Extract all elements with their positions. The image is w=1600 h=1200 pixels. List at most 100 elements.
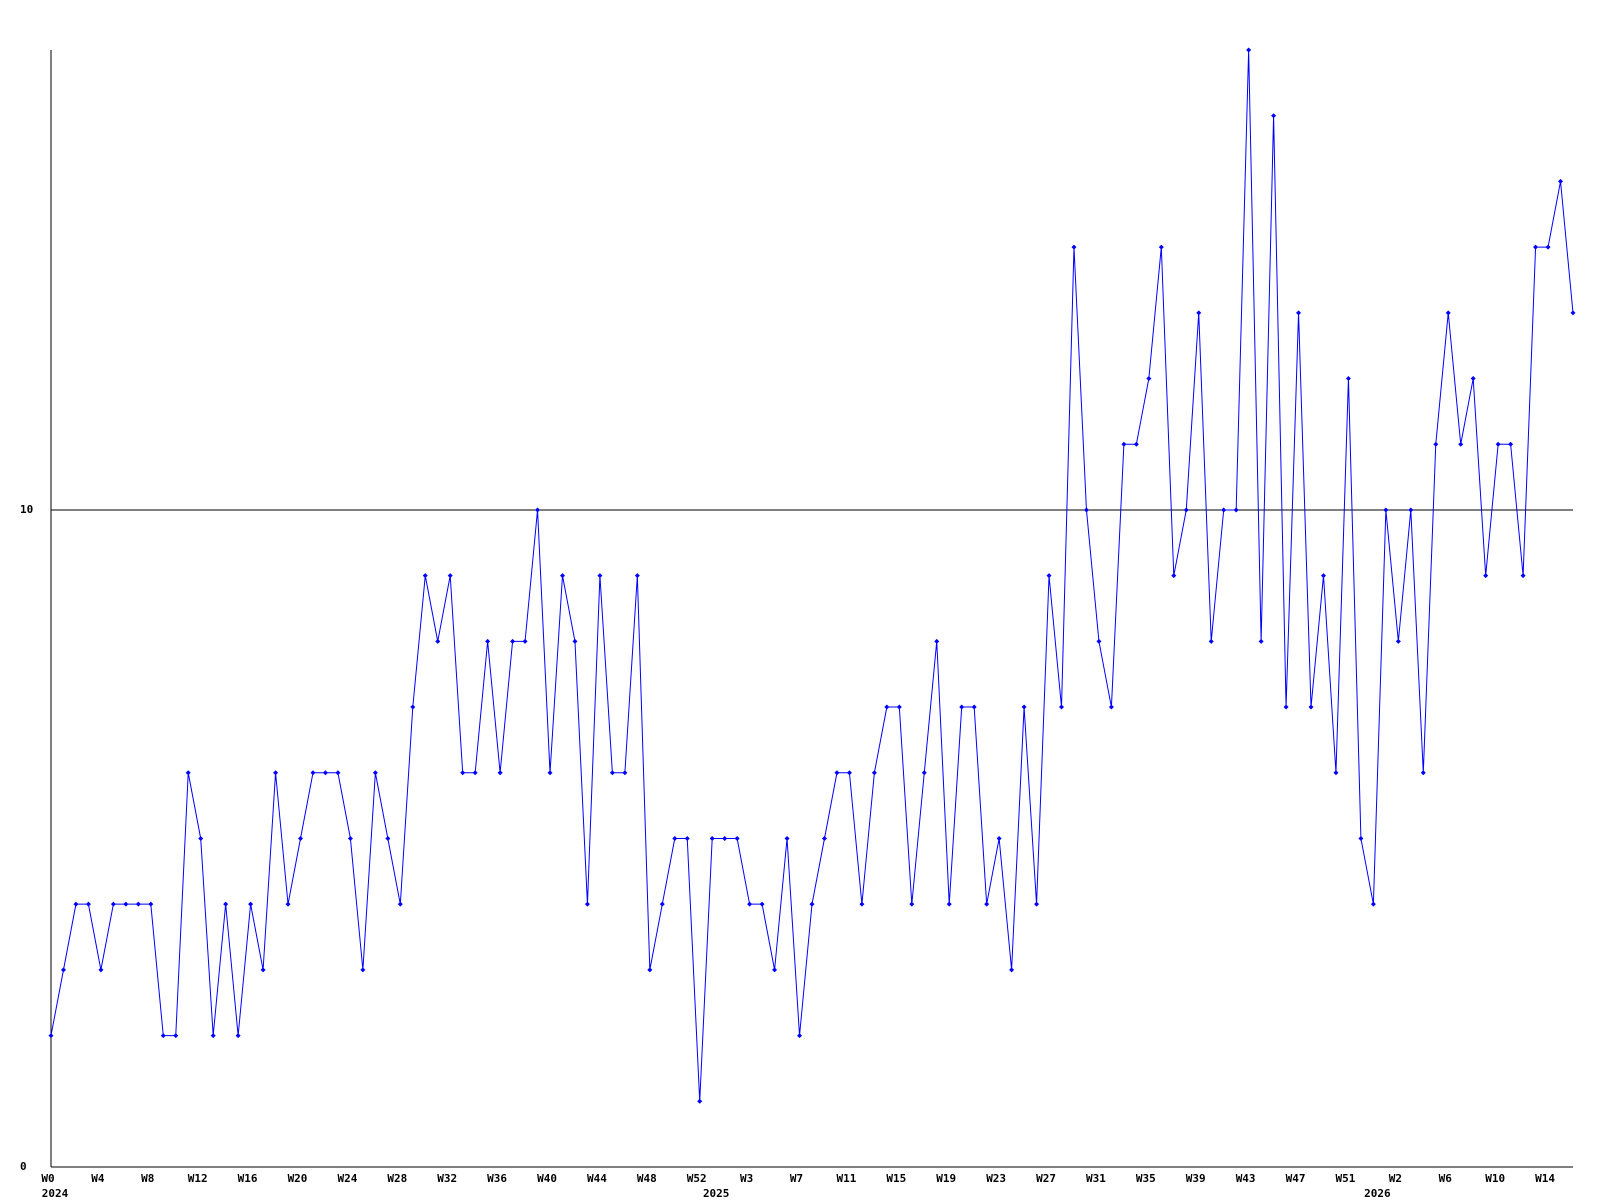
- x-tick-label: W12: [188, 1172, 208, 1185]
- x-tick-label: W2: [1389, 1172, 1402, 1185]
- point-marker: [647, 967, 653, 973]
- point-marker: [1433, 441, 1439, 447]
- point-marker: [285, 901, 291, 907]
- point-marker: [1345, 376, 1351, 382]
- point-marker: [198, 835, 204, 841]
- point-marker: [1021, 704, 1027, 710]
- point-marker: [859, 901, 865, 907]
- point-marker: [110, 901, 116, 907]
- point-marker: [173, 1033, 179, 1039]
- point-marker: [1071, 244, 1077, 250]
- point-marker: [148, 901, 154, 907]
- point-marker: [1009, 967, 1015, 973]
- point-marker: [659, 901, 665, 907]
- x-tick-label: W44: [587, 1172, 607, 1185]
- x-tick-label: W14: [1535, 1172, 1555, 1185]
- point-marker: [1221, 507, 1227, 513]
- point-marker: [1495, 441, 1501, 447]
- point-marker: [422, 573, 428, 579]
- x-tick-label: W32: [437, 1172, 457, 1185]
- point-marker: [784, 835, 790, 841]
- point-marker: [1146, 376, 1152, 382]
- point-marker: [1258, 638, 1264, 644]
- point-marker: [123, 901, 129, 907]
- point-marker: [1420, 770, 1426, 776]
- point-marker: [559, 573, 565, 579]
- x-tick-label: W20: [288, 1172, 308, 1185]
- point-marker: [1283, 704, 1289, 710]
- x-tick-label: W40: [537, 1172, 557, 1185]
- x-tick-label: W27: [1036, 1172, 1056, 1185]
- point-marker: [572, 638, 578, 644]
- point-marker: [1545, 244, 1551, 250]
- point-marker: [759, 901, 765, 907]
- point-marker: [410, 704, 416, 710]
- point-marker: [871, 770, 877, 776]
- point-marker: [1034, 901, 1040, 907]
- point-marker: [1458, 441, 1464, 447]
- y-tick-label: 10: [20, 503, 33, 516]
- point-marker: [1570, 310, 1576, 316]
- point-marker: [1558, 178, 1564, 184]
- x-tick-label: W15: [886, 1172, 906, 1185]
- point-marker: [1233, 507, 1239, 513]
- x-tick-label: W19: [936, 1172, 956, 1185]
- point-marker: [622, 770, 628, 776]
- x-tick-label: W23: [986, 1172, 1006, 1185]
- point-marker: [210, 1033, 216, 1039]
- point-marker: [1196, 310, 1202, 316]
- x-tick-label: W4: [91, 1172, 105, 1185]
- point-marker: [946, 901, 952, 907]
- point-marker: [472, 770, 478, 776]
- x-tick-label: W51: [1336, 1172, 1356, 1185]
- point-marker: [485, 638, 491, 644]
- point-marker: [1171, 573, 1177, 579]
- point-marker: [1059, 704, 1065, 710]
- point-marker: [397, 901, 403, 907]
- point-marker: [73, 901, 79, 907]
- point-marker: [921, 770, 927, 776]
- series-line: [50, 49, 1574, 1102]
- point-marker: [834, 770, 840, 776]
- x-tick-label: W6: [1439, 1172, 1453, 1185]
- point-marker: [1108, 704, 1114, 710]
- point-marker: [584, 901, 590, 907]
- point-marker: [672, 835, 678, 841]
- x-tick-label: W8: [141, 1172, 154, 1185]
- point-marker: [971, 704, 977, 710]
- point-marker: [722, 835, 728, 841]
- x-tick-label: W24: [337, 1172, 357, 1185]
- point-marker: [260, 967, 266, 973]
- point-marker: [1158, 244, 1164, 250]
- point-marker: [697, 1098, 703, 1104]
- point-marker: [821, 835, 827, 841]
- x-tick-label: W35: [1136, 1172, 1156, 1185]
- x-tick-label: W47: [1286, 1172, 1306, 1185]
- x-tick-label: W36: [487, 1172, 507, 1185]
- point-marker: [435, 638, 441, 644]
- point-marker: [1370, 901, 1376, 907]
- point-marker: [347, 835, 353, 841]
- x-year-label: 2026: [1364, 1187, 1391, 1200]
- x-tick-label: W31: [1086, 1172, 1106, 1185]
- point-marker: [1208, 638, 1214, 644]
- point-marker: [48, 1033, 54, 1039]
- x-tick-label: W10: [1485, 1172, 1505, 1185]
- point-marker: [1383, 507, 1389, 513]
- point-marker: [797, 1033, 803, 1039]
- point-marker: [1520, 573, 1526, 579]
- point-marker: [1183, 507, 1189, 513]
- x-tick-label: W52: [687, 1172, 707, 1185]
- x-tick-label: W43: [1236, 1172, 1256, 1185]
- x-tick-label: W11: [836, 1172, 856, 1185]
- point-marker: [522, 638, 528, 644]
- point-marker: [884, 704, 890, 710]
- point-marker: [135, 901, 141, 907]
- point-marker: [909, 901, 915, 907]
- point-marker: [535, 507, 541, 513]
- point-marker: [734, 835, 740, 841]
- point-marker: [1246, 47, 1252, 53]
- x-tick-label: W28: [387, 1172, 407, 1185]
- x-tick-label: W0: [41, 1172, 54, 1185]
